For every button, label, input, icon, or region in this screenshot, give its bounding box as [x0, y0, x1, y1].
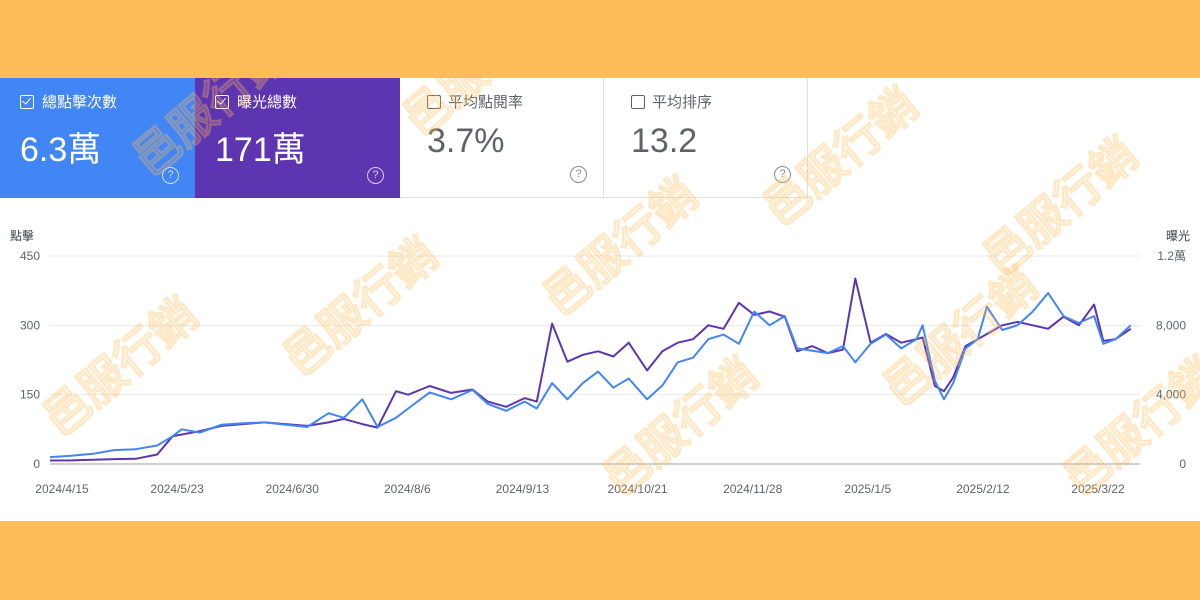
x-tick-label: 2024/6/30: [266, 482, 320, 496]
average-position-card[interactable]: 平均排序 13.2 ?: [604, 78, 808, 198]
position-checkbox[interactable]: [631, 95, 645, 109]
help-icon[interactable]: ?: [570, 166, 587, 183]
clicks-value: 6.3萬: [20, 131, 102, 169]
x-tick-label: 2024/4/15: [35, 482, 89, 496]
clicks-label: 總點擊次數: [42, 93, 118, 111]
clicks-checkbox[interactable]: [20, 95, 34, 109]
total-clicks-card[interactable]: 總點擊次數 6.3萬 ?: [0, 78, 195, 198]
position-label: 平均排序: [652, 93, 713, 111]
help-icon[interactable]: ?: [774, 166, 791, 183]
x-tick-label: 2024/10/21: [608, 482, 668, 496]
x-tick-label: 2024/11/28: [723, 482, 782, 496]
y-right-tick-label: 1.2萬: [1157, 249, 1186, 263]
impressions-series-line: [49, 277, 1132, 462]
x-tick-label: 2025/1/5: [844, 482, 891, 496]
position-value: 13.2: [631, 122, 698, 160]
ctr-value: 3.7%: [427, 122, 505, 160]
x-tick-label: 2024/5/23: [150, 482, 204, 496]
performance-chart[interactable]: 點擊 曝光 0 0 150 4,000 300 8,000 450 1.2萬 2024/4/15…: [0, 78, 1200, 521]
clicks-series-line: [49, 292, 1132, 459]
y-right-tick-label: 0: [1179, 457, 1186, 471]
x-tick-label: 2025/2/12: [956, 482, 1010, 496]
y-left-tick-label: 0: [33, 457, 40, 471]
y-left-title: 點擊: [10, 228, 34, 243]
ctr-checkbox[interactable]: [427, 95, 441, 109]
y-right-title: 曝光: [1166, 229, 1190, 243]
ctr-label: 平均點閱率: [448, 93, 524, 111]
impressions-value: 171萬: [215, 131, 306, 169]
x-tick-label: 2025/3/22: [1071, 482, 1125, 496]
help-icon[interactable]: ?: [162, 167, 179, 184]
performance-panel: 總點擊次數 6.3萬 ? 曝光總數 171萬 ? 平均點閱率 3.7% ? 平均…: [0, 78, 1200, 521]
y-left-tick-label: 450: [20, 249, 40, 263]
help-icon[interactable]: ?: [367, 167, 384, 184]
impressions-checkbox[interactable]: [215, 95, 229, 109]
x-tick-label: 2024/9/13: [496, 482, 550, 496]
x-tick-label: 2024/8/6: [384, 482, 431, 496]
y-right-tick-label: 8,000: [1156, 318, 1186, 332]
impressions-label: 曝光總數: [237, 93, 298, 111]
y-right-tick-label: 4,000: [1156, 388, 1186, 402]
y-left-tick-label: 150: [20, 388, 40, 402]
y-left-tick-label: 300: [20, 318, 40, 332]
average-ctr-card[interactable]: 平均點閱率 3.7% ?: [400, 78, 604, 198]
total-impressions-card[interactable]: 曝光總數 171萬 ?: [195, 78, 400, 198]
